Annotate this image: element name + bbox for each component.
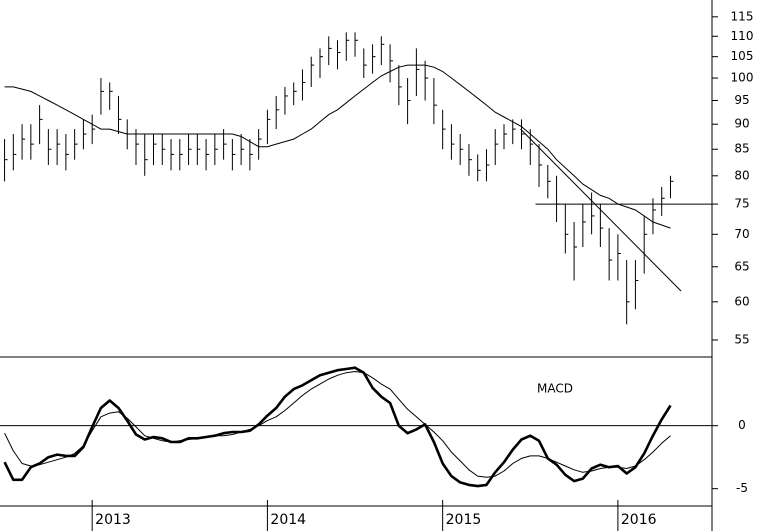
y-tick-label: 60 [734, 294, 749, 308]
x-tick-label: 2013 [95, 512, 131, 528]
y-tick-label: 85 [734, 142, 749, 156]
indicator-line [4, 371, 671, 478]
y-tick-label: 65 [734, 259, 749, 273]
x-tick-label: 2016 [621, 512, 657, 528]
y-tick-label: 55 [734, 332, 749, 346]
moving-average [4, 64, 671, 229]
y-tick-label: 115 [731, 9, 754, 23]
x-tick-label: 2014 [270, 512, 306, 528]
y-tick-label: 90 [734, 117, 749, 131]
trend-line [520, 128, 682, 292]
y-tick-label: 75 [734, 197, 749, 211]
y-tick-label: -5 [736, 481, 748, 495]
x-tick-label: 2015 [446, 512, 482, 528]
y-tick-label: 80 [734, 168, 749, 182]
y-tick-label: 0 [738, 418, 746, 432]
y-tick-label: 100 [731, 71, 754, 85]
annotation: MACD [537, 382, 573, 396]
y-tick-label: 110 [731, 29, 754, 43]
indicator-line [3, 366, 672, 488]
y-tick-label: 105 [731, 49, 754, 63]
y-tick-label: 95 [734, 93, 749, 107]
y-tick-label: 70 [734, 227, 749, 241]
